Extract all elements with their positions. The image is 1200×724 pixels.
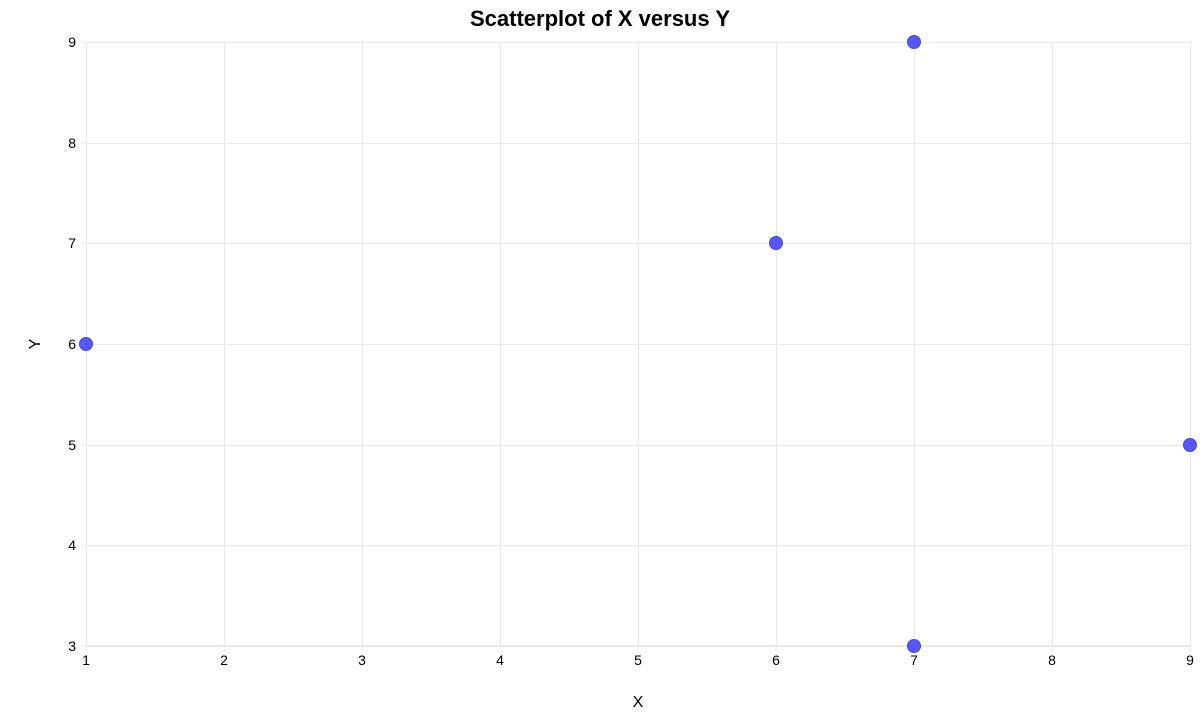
x-tick-label: 8 (1048, 652, 1056, 668)
y-tick-mark (81, 646, 86, 647)
x-tick-label: 7 (910, 652, 918, 668)
y-tick-label: 7 (68, 235, 76, 251)
y-tick-label: 6 (68, 336, 76, 352)
x-tick-label: 3 (358, 652, 366, 668)
y-tick-mark (81, 444, 86, 445)
data-point (907, 639, 921, 653)
data-point (769, 236, 783, 250)
grid-line-horizontal (86, 143, 1190, 144)
plot-area: 1234567893456789 (86, 42, 1190, 646)
x-tick-label: 1 (82, 652, 90, 668)
grid-line-horizontal (86, 42, 1190, 43)
y-tick-mark (81, 545, 86, 546)
data-point (79, 337, 93, 351)
x-tick-label: 2 (220, 652, 228, 668)
x-tick-label: 4 (496, 652, 504, 668)
grid-line-horizontal (86, 445, 1190, 446)
y-tick-label: 9 (68, 34, 76, 50)
x-tick-label: 5 (634, 652, 642, 668)
y-tick-mark (81, 243, 86, 244)
y-tick-mark (81, 42, 86, 43)
y-tick-label: 4 (68, 537, 76, 553)
y-tick-mark (81, 142, 86, 143)
x-tick-label: 9 (1186, 652, 1194, 668)
chart-title: Scatterplot of X versus Y (0, 6, 1200, 32)
data-point (1183, 438, 1197, 452)
grid-line-horizontal (86, 344, 1190, 345)
scatter-chart: Scatterplot of X versus Y 12345678934567… (0, 0, 1200, 724)
x-axis-label: X (633, 694, 644, 712)
y-axis-label: Y (27, 339, 45, 350)
y-tick-label: 5 (68, 437, 76, 453)
data-point (907, 35, 921, 49)
y-tick-label: 3 (68, 638, 76, 654)
grid-line-horizontal (86, 545, 1190, 546)
grid-line-vertical (1190, 42, 1191, 646)
x-tick-label: 6 (772, 652, 780, 668)
grid-line-horizontal (86, 243, 1190, 244)
y-tick-label: 8 (68, 135, 76, 151)
grid-line-horizontal (86, 646, 1190, 647)
